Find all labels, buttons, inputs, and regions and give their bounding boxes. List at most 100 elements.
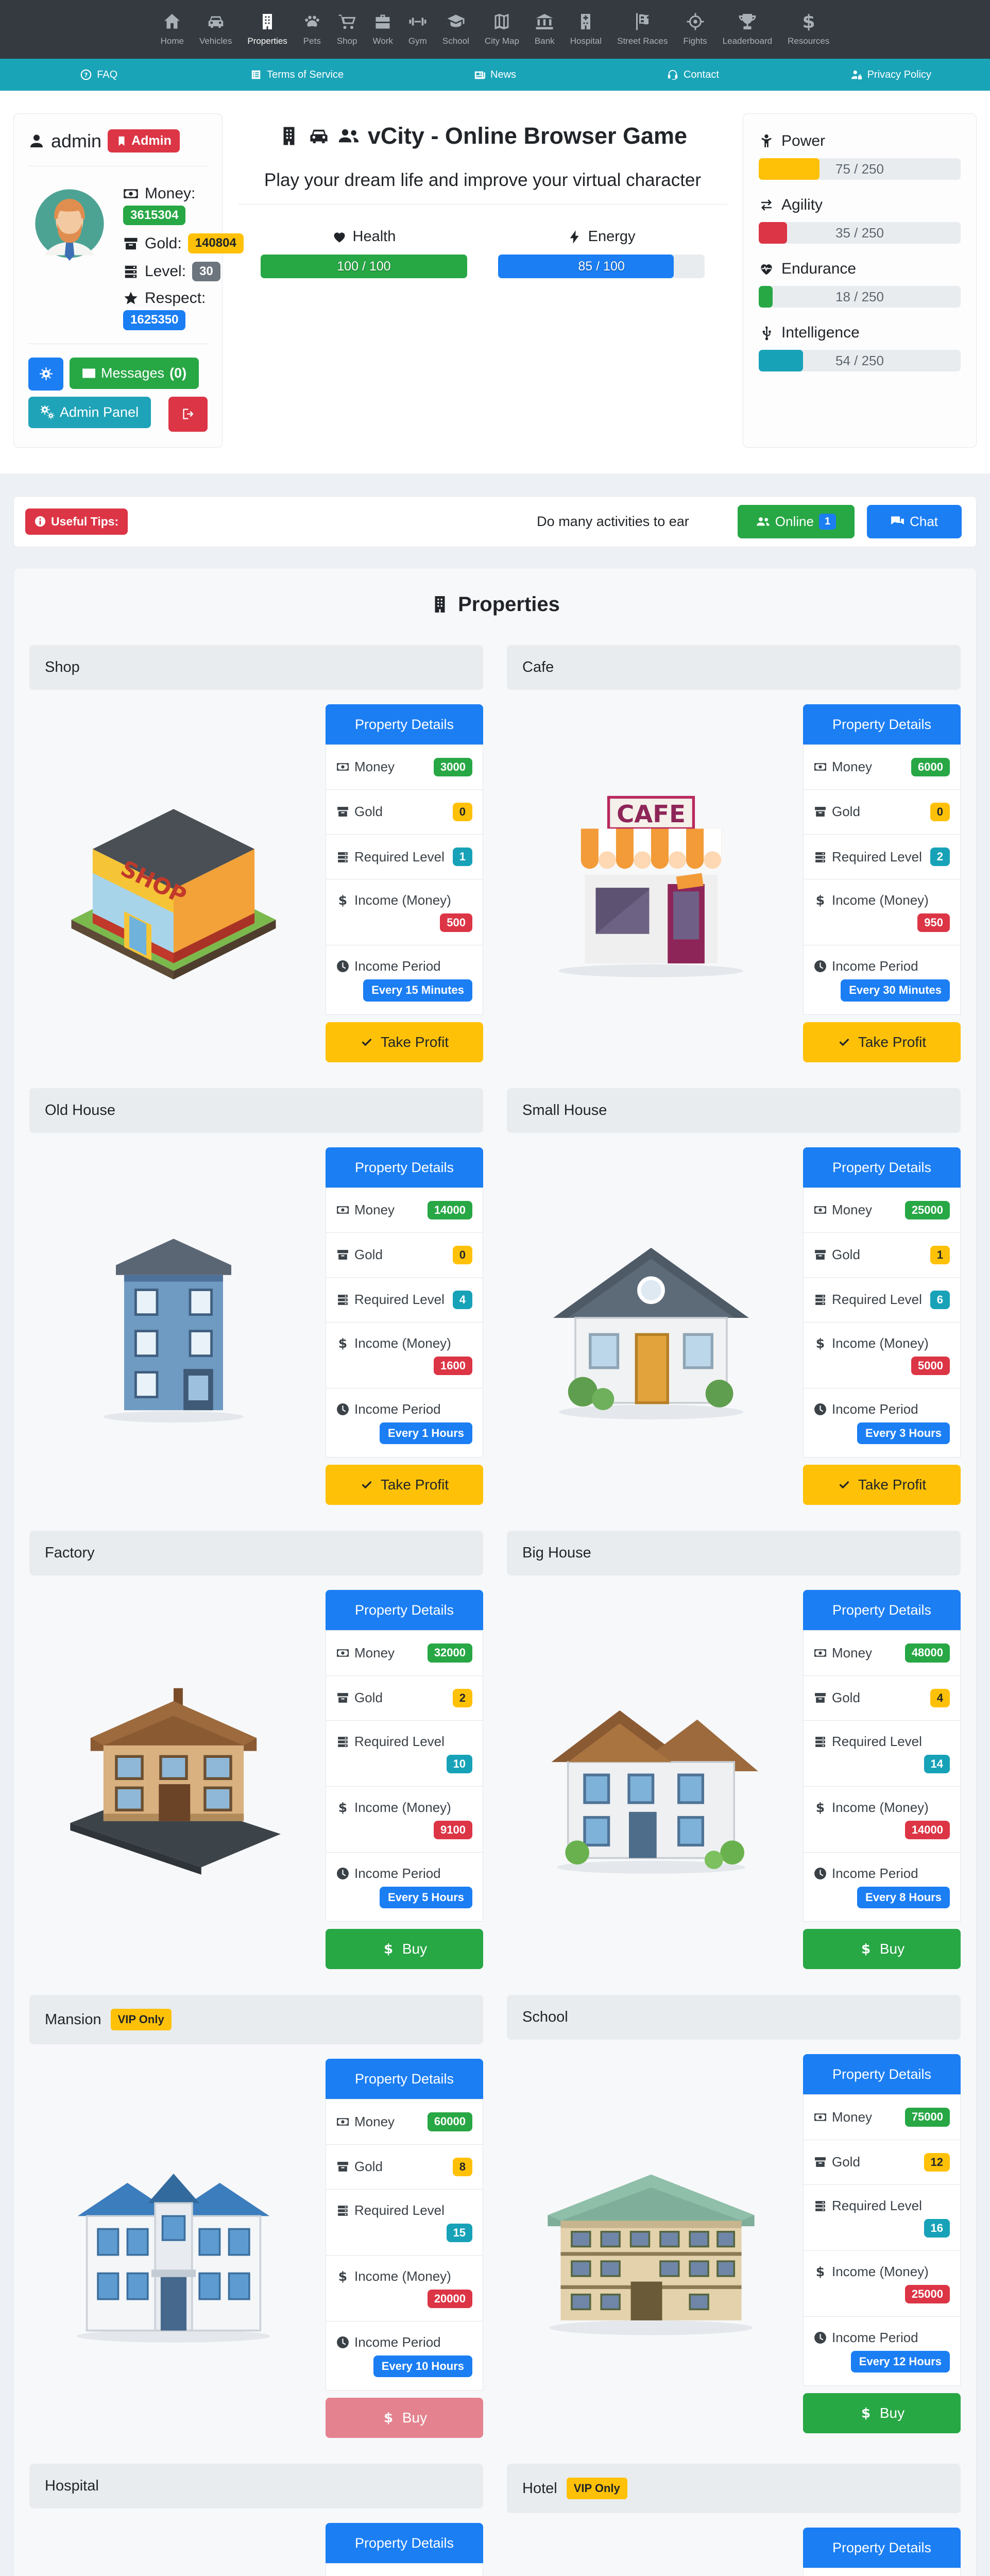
property-details-header: Property Details — [803, 1590, 961, 1631]
check-icon — [838, 1036, 851, 1049]
big-house-building-image — [507, 1683, 795, 1876]
take-profit-button[interactable]: Take Profit — [803, 1465, 961, 1505]
subnav-item-privacy-policy[interactable]: Privacy Policy — [792, 69, 990, 81]
dollar-icon: $ — [382, 1942, 395, 1956]
buy-button[interactable]: $ Buy — [326, 2398, 483, 2438]
svg-text:$: $ — [861, 2406, 870, 2420]
sign-out-icon — [181, 407, 195, 421]
property-details-header: Property Details — [326, 1147, 483, 1188]
building-icon — [430, 595, 450, 614]
trophy-icon — [738, 12, 757, 31]
income-period-badge: Every 10 Hours — [373, 2355, 472, 2378]
nav-item-work[interactable]: Work — [365, 12, 401, 46]
gold-row: Gold 1 — [803, 1232, 961, 1278]
money-icon — [123, 186, 139, 201]
race-flag-icon — [633, 12, 652, 31]
money-icon — [336, 2115, 349, 2128]
settings-button[interactable] — [28, 357, 63, 391]
required-level-row: Required Level 2 — [803, 834, 961, 880]
property-details-header: Property Details — [803, 2528, 961, 2569]
stat-agility: Agility 35 / 250 — [759, 196, 961, 244]
buy-button[interactable]: $ Buy — [803, 2393, 961, 2434]
nav-item-pets[interactable]: Pets — [295, 12, 329, 46]
income-value-badge: 14000 — [904, 1821, 950, 1840]
nav-item-city-map[interactable]: City Map — [477, 12, 527, 46]
income-period-badge: Every 15 Minutes — [363, 979, 472, 1002]
take-profit-button[interactable]: Take Profit — [326, 1022, 483, 1062]
gold-value-badge: 1 — [930, 1245, 950, 1264]
logout-button[interactable] — [168, 396, 208, 432]
money-row: Money 25000 — [803, 1187, 961, 1233]
heartbeat-icon — [759, 261, 774, 277]
envelope-icon — [82, 366, 96, 380]
money-value-badge: 25000 — [904, 1200, 950, 1219]
required-level-row: Required Level 1 — [326, 834, 483, 880]
income-value-badge: 5000 — [911, 1357, 950, 1376]
property-details-panel: Property Details Money 90500 Gold 20 Req… — [326, 2523, 483, 2576]
messages-button[interactable]: Messages (0) — [70, 357, 199, 389]
nav-item-bank[interactable]: Bank — [527, 12, 562, 46]
car-icon — [207, 12, 225, 31]
money-icon — [336, 1204, 349, 1216]
property-card-mansion: Mansion VIP Only Property Details Money … — [29, 1995, 483, 2438]
nav-item-resources[interactable]: $ Resources — [788, 12, 830, 46]
nav-item-street-races[interactable]: Street Races — [609, 12, 675, 46]
money-row: Money 6000 — [803, 744, 961, 790]
property-name: Hotel — [522, 2480, 557, 2497]
gear-icon — [39, 367, 53, 381]
nav-item-fights[interactable]: Fights — [675, 12, 714, 46]
property-details-panel: Property Details Money 3000 Gold 0 Requi… — [326, 704, 483, 1062]
building-icon — [258, 12, 277, 31]
graduation-cap-icon — [447, 12, 465, 31]
level-icon — [814, 1293, 827, 1306]
nav-item-gym[interactable]: Gym — [401, 12, 435, 46]
online-button[interactable]: Online 1 — [737, 504, 855, 538]
dollar-icon: $ — [382, 2411, 395, 2425]
required-level-badge: 10 — [446, 1754, 472, 1773]
svg-text:$: $ — [338, 1337, 347, 1350]
old-house-building-image — [29, 1227, 317, 1425]
take-profit-button[interactable]: Take Profit — [326, 1465, 483, 1505]
nav-item-properties[interactable]: Properties — [240, 12, 295, 46]
header-section: admin Admin Money: 3615304 Gold: 140804 L… — [0, 91, 990, 473]
admin-panel-button[interactable]: Admin Panel — [28, 396, 151, 428]
game-header: vCity - Online Browser Game Play your dr… — [238, 113, 727, 448]
property-card-old-house: Old House Property Details Money 14000 G… — [29, 1088, 483, 1505]
bookmark-icon — [116, 135, 127, 147]
gold-icon — [814, 1691, 827, 1704]
clock-icon — [814, 960, 827, 973]
property-details-header: Property Details — [326, 2059, 483, 2100]
page-title: vCity - Online Browser Game — [278, 123, 687, 149]
income-period-badge: Every 30 Minutes — [841, 979, 950, 1002]
subnav-item-terms-of-service[interactable]: Terms of Service — [198, 69, 396, 81]
subnav-item-faq[interactable]: ? FAQ — [0, 69, 198, 81]
money-row: Money 60000 — [326, 2099, 483, 2145]
crosshairs-icon — [686, 12, 705, 31]
nav-item-school[interactable]: School — [435, 12, 477, 46]
chat-button[interactable]: Chat — [867, 504, 962, 538]
buy-button[interactable]: $ Buy — [326, 1929, 483, 1970]
money-row: Money 75000 — [803, 2094, 961, 2140]
nav-item-vehicles[interactable]: Vehicles — [192, 12, 240, 46]
cafe-building-image: CAFE — [507, 786, 795, 980]
nav-item-home[interactable]: Home — [153, 12, 192, 46]
nav-item-leaderboard[interactable]: Leaderboard — [715, 12, 780, 46]
take-profit-button[interactable]: Take Profit — [803, 1022, 961, 1062]
dollar-icon: $ — [814, 1801, 827, 1814]
divider — [238, 204, 727, 205]
subnav-item-contact[interactable]: Contact — [594, 69, 792, 81]
nav-item-shop[interactable]: Shop — [329, 12, 365, 46]
gold-icon — [336, 1248, 349, 1261]
subnav-item-news[interactable]: News — [396, 69, 594, 81]
gold-icon — [123, 236, 139, 251]
income-value-badge: 500 — [440, 913, 472, 933]
gold-icon — [814, 805, 827, 818]
property-name: Big House — [522, 1545, 591, 1562]
money-value-badge: 6000 — [911, 757, 950, 776]
nav-item-hospital[interactable]: Hospital — [562, 12, 609, 46]
income-period-row: Income Period Every 15 Minutes — [326, 945, 483, 1015]
property-card-hospital: Hospital Property Details Money 90500 Go… — [29, 2464, 483, 2576]
buy-button[interactable]: $ Buy — [803, 1929, 961, 1970]
property-details-header: Property Details — [803, 704, 961, 745]
property-card-hotel: Hotel VIP Only Property Details Money 15… — [507, 2464, 961, 2576]
